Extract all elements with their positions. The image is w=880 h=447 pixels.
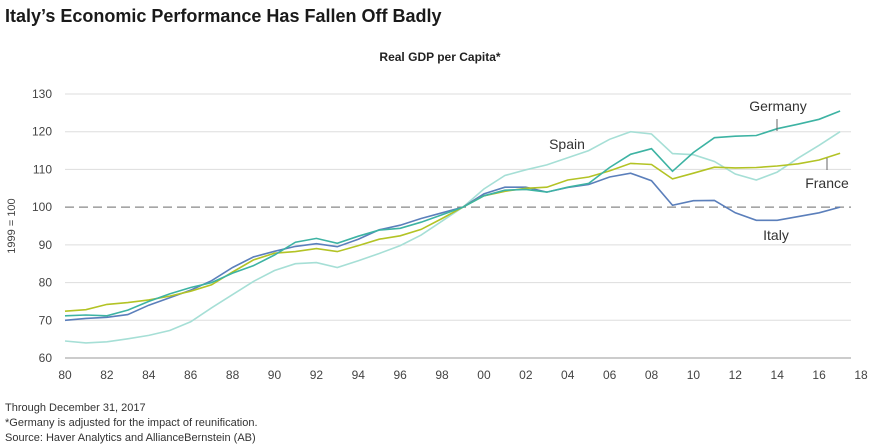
x-tick-label: 04: [561, 368, 575, 382]
series-label-france: France: [805, 175, 849, 191]
y-axis-label: 1999 = 100: [6, 198, 18, 253]
x-tick-label: 10: [687, 368, 701, 382]
y-tick-label: 100: [32, 200, 52, 214]
series-label-italy: Italy: [763, 227, 789, 243]
x-tick-label: 86: [184, 368, 198, 382]
x-tick-label: 06: [603, 368, 617, 382]
series-line-spain: [64, 130, 841, 344]
x-tick-label: 14: [771, 368, 785, 382]
x-tick-label: 90: [268, 368, 282, 382]
series-label-germany: Germany: [749, 98, 807, 114]
x-tick-label: 82: [100, 368, 114, 382]
series-line-italy: [64, 172, 841, 322]
page-title: Italy’s Economic Performance Has Fallen …: [5, 6, 442, 26]
x-tick-label: 08: [645, 368, 659, 382]
x-tick-label: 12: [729, 368, 743, 382]
x-tick-label: 16: [812, 368, 826, 382]
x-tick-label: 84: [142, 368, 156, 382]
y-tick-label: 80: [39, 276, 53, 290]
x-tick-label: 00: [477, 368, 491, 382]
footnote-germany: *Germany is adjusted for the impact of r…: [5, 417, 258, 429]
y-tick-label: 120: [32, 125, 52, 139]
x-tick-label: 94: [352, 368, 366, 382]
y-tick-label: 90: [39, 238, 53, 252]
x-tick-label: 88: [226, 368, 240, 382]
footnote-source: Source: Haver Analytics and AllianceBern…: [5, 432, 256, 444]
y-tick-label: 110: [33, 162, 52, 176]
series-label-spain: Spain: [549, 136, 585, 152]
chart-title: Real GDP per Capita*: [379, 50, 501, 64]
x-tick-label: 80: [58, 368, 72, 382]
x-tick-label: 18: [854, 368, 868, 382]
x-tick-label: 96: [393, 368, 407, 382]
x-tick-label: 92: [310, 368, 324, 382]
y-tick-label: 60: [39, 351, 53, 365]
y-tick-label: 70: [39, 313, 53, 327]
footnote-date: Through December 31, 2017: [5, 402, 146, 414]
x-tick-label: 98: [435, 368, 449, 382]
line-chart: 60 70 80 90 100 110 120 130 80 82 84 86 88 90 92 94 96 98…: [6, 87, 868, 382]
series-line-germany: [64, 110, 841, 317]
series-line-france: [64, 152, 841, 312]
x-tick-label: 02: [519, 368, 533, 382]
y-tick-label: 130: [32, 87, 52, 101]
